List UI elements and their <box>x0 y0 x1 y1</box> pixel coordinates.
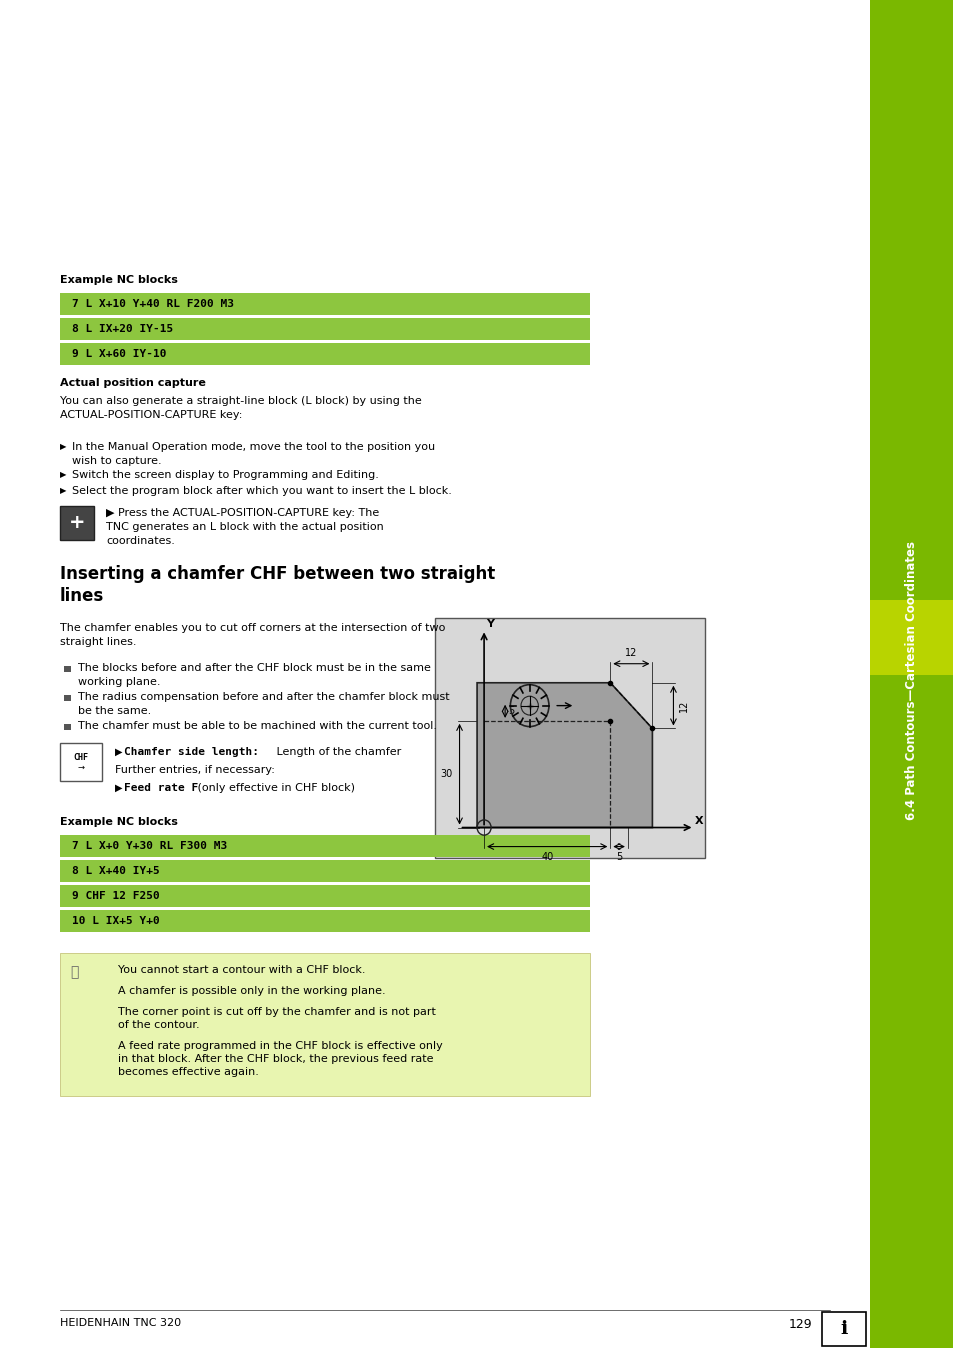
Bar <box>64 696 71 701</box>
Text: The blocks before and after the CHF block must be in the same
working plane.: The blocks before and after the CHF bloc… <box>78 663 431 687</box>
Text: The chamfer must be able to be machined with the current tool.: The chamfer must be able to be machined … <box>78 721 436 731</box>
Bar <box>869 0 953 1348</box>
Text: ▶: ▶ <box>60 487 67 495</box>
Text: 30: 30 <box>440 770 452 779</box>
Bar <box>435 617 704 857</box>
Text: i: i <box>840 1320 847 1339</box>
Text: A feed rate programmed in the CHF block is effective only
in that block. After t: A feed rate programmed in the CHF block … <box>118 1041 442 1077</box>
Bar <box>869 600 953 675</box>
Text: Example NC blocks: Example NC blocks <box>60 817 177 828</box>
Bar <box>60 743 102 780</box>
Text: 9 CHF 12 F250: 9 CHF 12 F250 <box>71 891 159 900</box>
Text: You cannot start a contour with a CHF block.: You cannot start a contour with a CHF bl… <box>118 965 365 975</box>
Text: The chamfer enables you to cut off corners at the intersection of two
straight l: The chamfer enables you to cut off corne… <box>60 623 445 647</box>
Text: ▶: ▶ <box>60 442 67 452</box>
Bar <box>60 860 589 882</box>
Text: Y: Y <box>485 620 494 630</box>
Text: ▶: ▶ <box>115 783 126 793</box>
Text: Feed rate F: Feed rate F <box>124 783 198 793</box>
Text: X: X <box>694 816 702 825</box>
Bar <box>60 342 589 365</box>
Bar <box>60 318 589 340</box>
Text: 7 L X+0 Y+30 RL F300 M3: 7 L X+0 Y+30 RL F300 M3 <box>71 841 227 851</box>
Text: 5: 5 <box>616 852 621 863</box>
Text: ▶: ▶ <box>115 747 126 758</box>
Text: Actual position capture: Actual position capture <box>60 377 206 388</box>
Bar <box>64 724 71 731</box>
Text: Switch the screen display to Programming and Editing.: Switch the screen display to Programming… <box>71 470 378 480</box>
Text: The radius compensation before and after the chamfer block must
be the same.: The radius compensation before and after… <box>78 692 449 716</box>
Bar <box>60 506 94 541</box>
Text: 40: 40 <box>540 852 553 863</box>
Bar <box>60 834 589 857</box>
Text: 8 L X+40 IY+5: 8 L X+40 IY+5 <box>71 865 159 876</box>
Text: 8 L IX+20 IY-15: 8 L IX+20 IY-15 <box>71 324 173 334</box>
Text: 👉: 👉 <box>70 965 78 979</box>
Text: lines: lines <box>60 586 104 605</box>
Text: 7 L X+10 Y+40 RL F200 M3: 7 L X+10 Y+40 RL F200 M3 <box>71 299 233 309</box>
Bar <box>60 910 589 931</box>
Text: 12: 12 <box>624 648 637 658</box>
Text: HEIDENHAIN TNC 320: HEIDENHAIN TNC 320 <box>60 1318 181 1328</box>
Text: Chamfer side length:: Chamfer side length: <box>124 747 258 758</box>
Text: 6.4 Path Contours—Cartesian Coordinates: 6.4 Path Contours—Cartesian Coordinates <box>904 541 918 820</box>
Text: ▶ Press the ACTUAL-POSITION-CAPTURE key: The
TNC generates an L block with the a: ▶ Press the ACTUAL-POSITION-CAPTURE key:… <box>106 508 383 546</box>
Text: CHF: CHF <box>73 754 89 763</box>
Text: 9 L X+60 IY-10: 9 L X+60 IY-10 <box>71 349 167 359</box>
Bar <box>60 886 589 907</box>
Text: Inserting a chamfer CHF between two straight: Inserting a chamfer CHF between two stra… <box>60 565 495 582</box>
Text: You can also generate a straight-line block (L block) by using the
ACTUAL-POSITI: You can also generate a straight-line bl… <box>60 396 421 421</box>
Text: +: + <box>69 514 85 532</box>
Text: 12: 12 <box>678 700 688 712</box>
Bar <box>60 953 589 1096</box>
Bar <box>821 1312 865 1347</box>
Text: 5: 5 <box>508 706 515 716</box>
Text: A chamfer is possible only in the working plane.: A chamfer is possible only in the workin… <box>118 985 385 996</box>
Text: ▶: ▶ <box>60 470 67 479</box>
Text: The corner point is cut off by the chamfer and is not part
of the contour.: The corner point is cut off by the chamf… <box>118 1007 436 1030</box>
Text: Select the program block after which you want to insert the L block.: Select the program block after which you… <box>71 487 452 496</box>
Polygon shape <box>476 682 652 828</box>
Text: 129: 129 <box>787 1318 811 1330</box>
Bar <box>60 293 589 315</box>
Text: Example NC blocks: Example NC blocks <box>60 275 177 284</box>
Text: In the Manual Operation mode, move the tool to the position you
wish to capture.: In the Manual Operation mode, move the t… <box>71 442 435 466</box>
Text: 10 L IX+5 Y+0: 10 L IX+5 Y+0 <box>71 917 159 926</box>
Text: Further entries, if necessary:: Further entries, if necessary: <box>115 766 274 775</box>
Text: Length of the chamfer: Length of the chamfer <box>273 747 401 758</box>
Text: (only effective in CHF block): (only effective in CHF block) <box>193 783 355 793</box>
Bar <box>64 666 71 673</box>
Text: →: → <box>77 763 85 771</box>
